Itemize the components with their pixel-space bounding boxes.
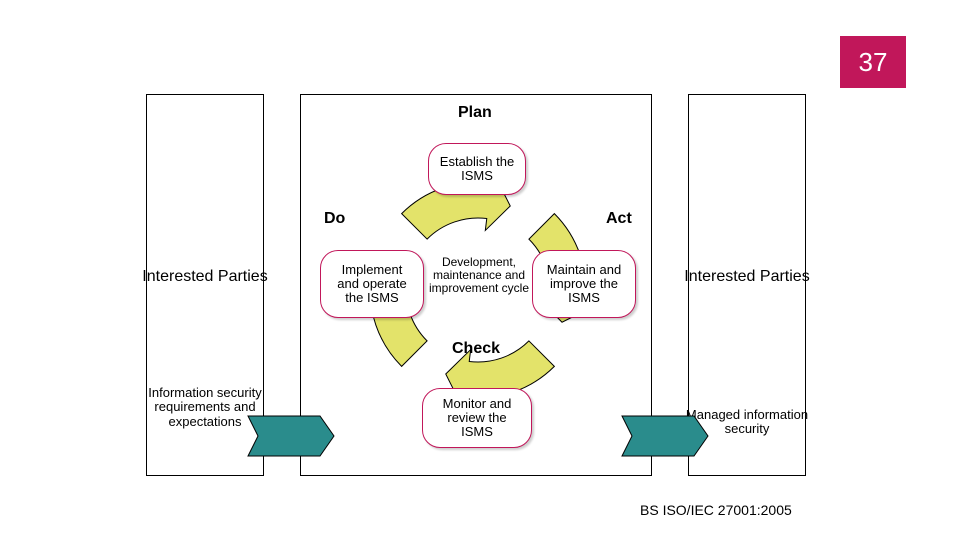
node-monitor: Monitor and review the ISMS (422, 388, 532, 448)
node-implement: Implement and operate the ISMS (320, 250, 424, 318)
node-establish: Establish the ISMS (428, 143, 526, 195)
flow-arrow-right (0, 0, 960, 540)
footer-citation: BS ISO/IEC 27001:2005 (640, 502, 792, 518)
slide-stage: 37 Interested Parties Information securi… (0, 0, 960, 540)
node-maintain: Maintain and improve the ISMS (532, 250, 636, 318)
